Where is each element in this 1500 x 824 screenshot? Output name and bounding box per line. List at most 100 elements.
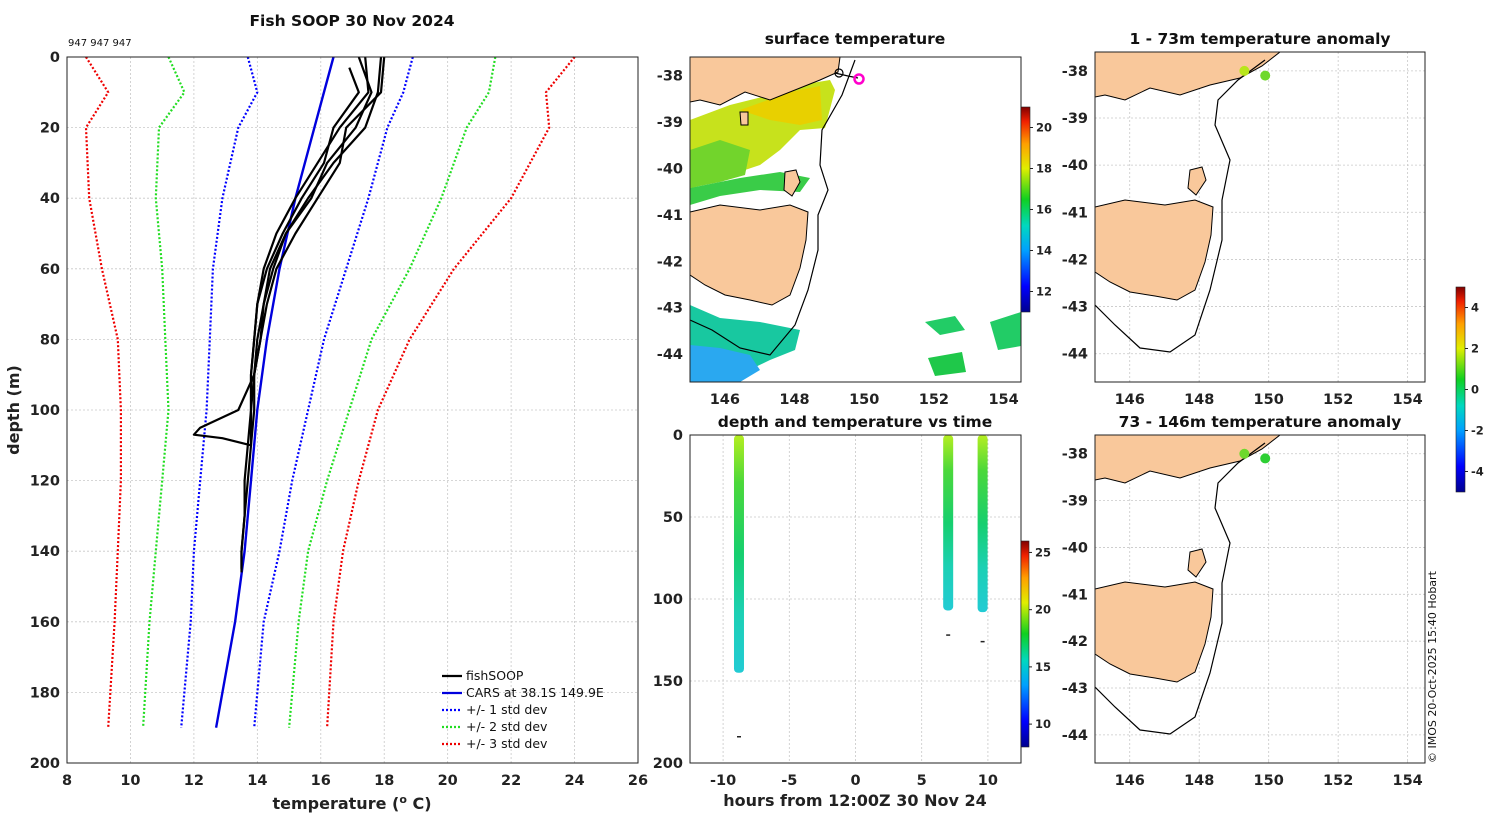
sst-y-tick--44: -44	[657, 347, 683, 363]
profile-x-tick-16: 16	[311, 773, 331, 789]
sst-shelf-contour	[690, 59, 856, 356]
anomaly-lower-x-ticks: 146 148 150 152 154	[1115, 773, 1423, 789]
anomaly-colorbar-group: 4 2 0 -2 -4	[1455, 286, 1484, 493]
an2-x-tick-150: 150	[1254, 773, 1284, 789]
sst-x-ticks: 146 148 150 152 154	[710, 392, 1019, 408]
time-cast-0	[733, 435, 744, 673]
profile-x-tick-10: 10	[120, 773, 140, 789]
sst-y-tick--43: -43	[657, 301, 683, 317]
time-panel: depth and temperature vs time -10 -5 0 5 10 …	[653, 413, 1051, 810]
sst-y-ticks: -38 -39 -40 -41 -42 -43 -44	[657, 69, 683, 364]
sst-warm-core	[740, 86, 822, 125]
sst-colorbar	[1020, 106, 1031, 313]
an2-land-mainland	[1095, 435, 1281, 484]
profile-x-tick-14: 14	[247, 773, 267, 789]
profile-title: Fish SOOP 30 Nov 2024	[249, 12, 454, 30]
profile-grid	[66, 56, 639, 764]
profile-x-tick-22: 22	[501, 773, 521, 789]
an1-y-tick--38: -38	[1062, 64, 1088, 80]
time-x-tick-10: 10	[978, 773, 998, 789]
profile-y-label: depth (m)	[4, 365, 23, 455]
profile-x-tick-12: 12	[184, 773, 204, 789]
an-cb-tick--4: -4	[1471, 465, 1484, 479]
anomaly-colorbar	[1455, 286, 1466, 493]
anomaly-upper-title: 1 - 73m temperature anomaly	[1129, 30, 1390, 48]
tp-cb-tick-10: 10	[1035, 717, 1051, 731]
profile-series-fishsoop-profile-d	[249, 56, 386, 446]
profile-x-tick-24: 24	[564, 773, 584, 789]
time-x-label: hours from 12:00Z 30 Nov 24	[723, 791, 986, 810]
legend-label-std1: +/- 1 std dev	[466, 702, 548, 717]
profile-y-tick-120: 120	[30, 474, 60, 490]
an1-x-tick-154: 154	[1392, 392, 1422, 408]
an-cb-tick--2: -2	[1471, 424, 1484, 438]
an1-y-tick--44: -44	[1062, 347, 1088, 363]
profile-legend: fishSOOP CARS at 38.1S 149.9E +/- 1 std …	[442, 668, 604, 751]
anomaly-upper-grid	[1095, 52, 1425, 382]
sst-title: surface temperature	[765, 30, 946, 48]
anomaly-lower-points	[1239, 448, 1271, 464]
platform-id-note: 947 947 947	[68, 38, 132, 49]
tp-cb-tick-20: 20	[1035, 603, 1051, 617]
an1-land-tasmania	[1095, 199, 1214, 301]
credit-text: © IMOS 20-Oct-2025 15:40 Hobart	[1426, 570, 1439, 763]
time-cast-2	[977, 435, 988, 613]
time-y-tick-50: 50	[663, 510, 683, 526]
time-title: depth and temperature vs time	[718, 413, 992, 431]
anomaly-lower-panel: 73 - 146m temperature anomaly 146 148 150 1…	[1062, 413, 1426, 789]
an1-y-tick--40: -40	[1062, 158, 1088, 174]
time-cast-1	[943, 435, 954, 611]
sst-x-tick-146: 146	[710, 392, 740, 408]
anomaly-colorbar-ticks: 4 2 0 -2 -4	[1465, 301, 1484, 479]
time-x-tick-5: 5	[917, 773, 927, 789]
sst-mid-strip	[690, 172, 810, 205]
legend-label-cars: CARS at 38.1S 149.9E	[466, 685, 604, 700]
sst-cb-tick-14: 14	[1036, 244, 1052, 258]
sst-patch-east-2	[928, 352, 966, 376]
an2-anomaly-point-0	[1239, 448, 1250, 459]
time-y-tick-150: 150	[653, 674, 683, 690]
sst-map-panel: surface temperature 14	[657, 30, 1052, 408]
profile-x-ticks: 8 10 12 14 16 18 20 22 24 26	[62, 773, 648, 789]
an2-anomaly-point-1	[1260, 453, 1271, 464]
sst-y-tick--41: -41	[657, 208, 683, 224]
an1-anomaly-point-1	[1260, 70, 1271, 81]
time-x-tick--10: -10	[710, 773, 736, 789]
profile-x-tick-18: 18	[374, 773, 394, 789]
an2-y-tick--43: -43	[1062, 681, 1088, 697]
sst-cb-tick-16: 16	[1036, 203, 1052, 217]
an-cb-tick-0: 0	[1471, 383, 1479, 397]
an2-land-tasmania	[1095, 581, 1214, 683]
profile-series-fishsoop-profile-e	[249, 67, 360, 410]
anomaly-upper-panel: 1 - 73m temperature anomaly 146 148 150 152…	[1062, 30, 1426, 408]
sst-colorbar-ticks: 12 14 16 18 20	[1030, 121, 1052, 299]
an2-y-tick--38: -38	[1062, 447, 1088, 463]
profile-series--1-std	[253, 56, 414, 728]
anomaly-upper-frame	[1094, 51, 1426, 383]
an1-y-tick--43: -43	[1062, 300, 1088, 316]
an-cb-tick-2: 2	[1471, 342, 1479, 356]
profile-y-ticks: 0 20 40 60 80 100 120 140 160 180 200	[30, 50, 60, 772]
an1-y-tick--41: -41	[1062, 205, 1088, 221]
sst-cb-tick-18: 18	[1036, 162, 1052, 176]
legend-label-std2: +/- 2 std dev	[466, 719, 548, 734]
an1-land-flinders	[1187, 166, 1207, 196]
profile-series-cars-mean	[214, 56, 335, 728]
an1-y-tick--39: -39	[1062, 111, 1088, 127]
sst-land-flinders	[783, 169, 801, 197]
an2-x-tick-146: 146	[1115, 773, 1145, 789]
sst-x-tick-154: 154	[988, 392, 1018, 408]
legend-label-fish: fishSOOP	[466, 668, 524, 683]
an1-land-mainland	[1095, 52, 1281, 101]
sst-ship-position	[853, 73, 865, 85]
sst-track-marker	[834, 68, 844, 78]
profile-panel: Fish SOOP 30 Nov 2024 947 947 947 8 10 12 1…	[4, 12, 648, 813]
profile-series--3-std	[84, 56, 123, 728]
profile-series--3-std	[326, 56, 576, 728]
an2-y-tick--40: -40	[1062, 540, 1088, 556]
an1-x-tick-148: 148	[1184, 392, 1214, 408]
profile-lines	[84, 56, 576, 728]
anomaly-lower-frame	[1094, 434, 1426, 764]
profile-frame	[66, 56, 639, 764]
